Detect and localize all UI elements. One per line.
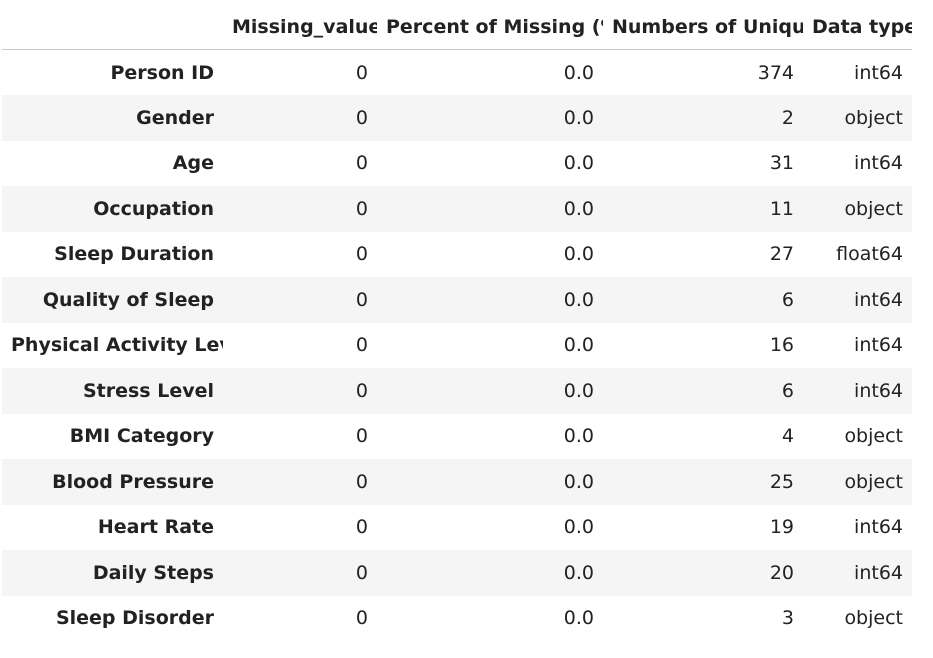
cell-data-type: object xyxy=(844,106,903,129)
table-row: Sleep Duration 0 0.0 27 float64 xyxy=(2,231,912,277)
header-numbers-unique: Numbers of Unique xyxy=(603,4,803,50)
row-label: Physical Activity Level xyxy=(11,334,223,357)
cell-percent-missing: 0.0 xyxy=(563,334,594,357)
table-row: Quality of Sleep 0 0.0 6 int64 xyxy=(2,277,912,323)
cell-missing-values: 0 xyxy=(355,379,368,402)
row-label: Stress Level xyxy=(82,379,214,402)
cell-percent-missing: 0.0 xyxy=(563,61,594,84)
table-body: Person ID 0 0.0 374 int64 Gender 0 0.0 2 object Ag… xyxy=(2,49,912,641)
table-row: Blood Pressure 0 0.0 25 object xyxy=(2,459,912,505)
cell-missing-values: 0 xyxy=(355,106,368,129)
cell-numbers-unique: 11 xyxy=(769,197,794,220)
cell-numbers-unique: 25 xyxy=(769,470,794,493)
cell-percent-missing: 0.0 xyxy=(563,106,594,129)
cell-percent-missing: 0.0 xyxy=(563,425,594,448)
cell-numbers-unique: 4 xyxy=(781,425,794,448)
cell-numbers-unique: 6 xyxy=(781,379,794,402)
cell-percent-missing: 0.0 xyxy=(563,288,594,311)
cell-numbers-unique: 27 xyxy=(769,243,794,266)
table-row: Gender 0 0.0 2 object xyxy=(2,95,912,141)
header-row: Missing_values Percent of Missing (%) Nu… xyxy=(2,4,912,50)
cell-percent-missing: 0.0 xyxy=(563,243,594,266)
table-row: Heart Rate 0 0.0 19 int64 xyxy=(2,504,912,550)
table-header: Missing_values Percent of Missing (%) Nu… xyxy=(2,4,912,50)
cell-missing-values: 0 xyxy=(355,243,368,266)
table-row: Physical Activity Level 0 0.0 16 int64 xyxy=(2,322,912,368)
cell-data-type: int64 xyxy=(854,561,903,584)
cell-numbers-unique: 374 xyxy=(757,61,794,84)
cell-data-type: int64 xyxy=(854,152,903,175)
cell-data-type: int64 xyxy=(854,334,903,357)
table-row: Stress Level 0 0.0 6 int64 xyxy=(2,368,912,414)
row-label: BMI Category xyxy=(69,425,214,448)
table-row: BMI Category 0 0.0 4 object xyxy=(2,413,912,459)
cell-data-type: int64 xyxy=(854,379,903,402)
cell-numbers-unique: 20 xyxy=(769,561,794,584)
cell-numbers-unique: 3 xyxy=(781,607,794,630)
table-row: Occupation 0 0.0 11 object xyxy=(2,186,912,232)
cell-data-type: float64 xyxy=(836,243,903,266)
cell-numbers-unique: 6 xyxy=(781,288,794,311)
cell-data-type: object xyxy=(844,197,903,220)
cell-data-type: object xyxy=(844,470,903,493)
header-data-type: Data type xyxy=(803,4,912,50)
cell-numbers-unique: 19 xyxy=(769,516,794,539)
cell-missing-values: 0 xyxy=(355,152,368,175)
cell-missing-values: 0 xyxy=(355,425,368,448)
table-row: Daily Steps 0 0.0 20 int64 xyxy=(2,550,912,596)
cell-missing-values: 0 xyxy=(355,470,368,493)
cell-missing-values: 0 xyxy=(355,288,368,311)
cell-missing-values: 0 xyxy=(355,334,368,357)
cell-missing-values: 0 xyxy=(355,516,368,539)
row-label: Heart Rate xyxy=(97,516,214,539)
cell-numbers-unique: 2 xyxy=(781,106,794,129)
cell-data-type: int64 xyxy=(854,516,903,539)
cell-percent-missing: 0.0 xyxy=(563,152,594,175)
cell-missing-values: 0 xyxy=(355,197,368,220)
cell-numbers-unique: 16 xyxy=(769,334,794,357)
cell-numbers-unique: 31 xyxy=(769,152,794,175)
cell-percent-missing: 0.0 xyxy=(563,516,594,539)
header-percent-missing: Percent of Missing (%) xyxy=(377,4,603,50)
cell-missing-values: 0 xyxy=(355,607,368,630)
cell-data-type: int64 xyxy=(854,288,903,311)
cell-missing-values: 0 xyxy=(355,561,368,584)
cell-percent-missing: 0.0 xyxy=(563,197,594,220)
header-missing-values: Missing_values xyxy=(223,4,377,50)
row-label: Occupation xyxy=(93,197,214,220)
row-label: Daily Steps xyxy=(92,561,214,584)
table-row: Age 0 0.0 31 int64 xyxy=(2,140,912,186)
table-row: Person ID 0 0.0 374 int64 xyxy=(2,49,912,95)
row-label: Gender xyxy=(136,106,214,129)
row-label: Blood Pressure xyxy=(52,470,214,493)
row-label: Sleep Disorder xyxy=(55,607,214,630)
cell-percent-missing: 0.0 xyxy=(563,561,594,584)
cell-data-type: object xyxy=(844,607,903,630)
cell-percent-missing: 0.0 xyxy=(563,607,594,630)
row-label: Sleep Duration xyxy=(54,243,214,266)
cell-percent-missing: 0.0 xyxy=(563,470,594,493)
cell-percent-missing: 0.0 xyxy=(563,379,594,402)
cell-data-type: object xyxy=(844,425,903,448)
row-label: Quality of Sleep xyxy=(42,288,214,311)
missing-values-table: Missing_values Percent of Missing (%) Nu… xyxy=(2,4,912,641)
header-index xyxy=(2,4,223,50)
table-row: Sleep Disorder 0 0.0 3 object xyxy=(2,595,912,641)
dataframe-output: Missing_values Percent of Missing (%) Nu… xyxy=(2,4,912,641)
row-label: Age xyxy=(172,152,214,175)
cell-data-type: int64 xyxy=(854,61,903,84)
cell-missing-values: 0 xyxy=(355,61,368,84)
row-label: Person ID xyxy=(110,61,214,84)
